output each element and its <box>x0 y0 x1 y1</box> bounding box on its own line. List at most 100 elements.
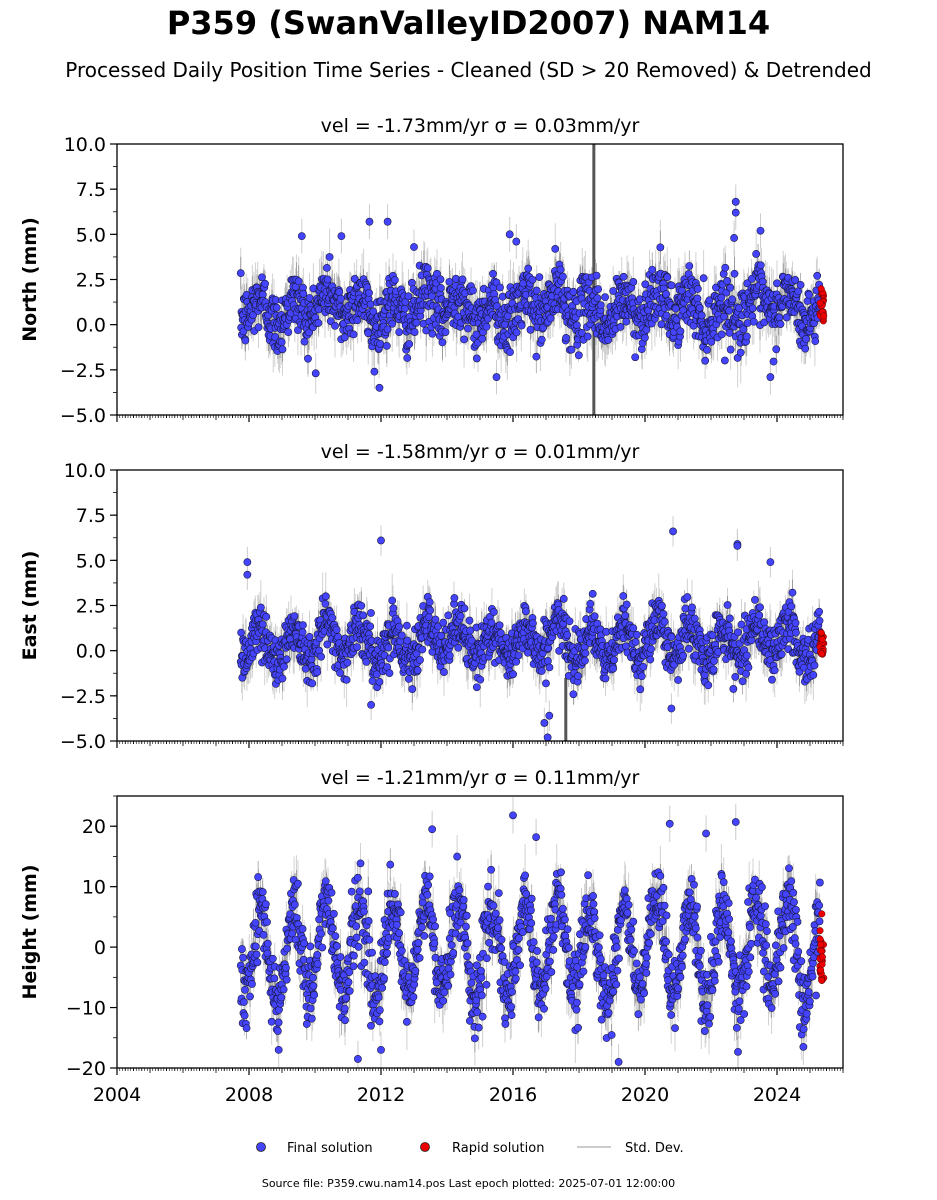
final-point <box>408 685 417 693</box>
final-point <box>572 321 581 330</box>
final-point <box>305 294 314 302</box>
panel-0-rapid-points <box>816 285 828 325</box>
final-point <box>313 668 322 677</box>
final-point <box>726 345 735 354</box>
final-point <box>629 278 638 286</box>
final-point <box>491 295 500 304</box>
final-point <box>237 628 246 637</box>
final-point <box>308 679 317 688</box>
final-point <box>796 280 805 289</box>
final-point <box>304 354 312 363</box>
final-point <box>403 354 412 362</box>
final-point <box>725 306 734 315</box>
final-point <box>342 676 351 684</box>
final-point <box>574 351 583 360</box>
final-point <box>368 677 377 685</box>
final-point <box>742 332 751 341</box>
final-point <box>365 288 373 297</box>
final-point <box>569 287 578 296</box>
final-point <box>496 283 504 292</box>
final-point <box>528 275 537 284</box>
final-point <box>472 354 481 363</box>
final-point <box>395 328 404 336</box>
final-point <box>359 611 368 620</box>
final-point <box>370 367 379 376</box>
final-point <box>567 345 576 354</box>
final-point <box>769 357 778 366</box>
final-point <box>791 276 800 284</box>
y-tick-label: 0.0 <box>76 315 106 337</box>
final-point <box>464 324 472 333</box>
final-point <box>337 232 346 241</box>
final-point <box>622 317 631 326</box>
final-point <box>428 329 437 338</box>
final-point <box>367 609 375 617</box>
final-point <box>299 621 307 630</box>
final-point <box>532 286 541 295</box>
rapid-point <box>816 299 824 307</box>
final-point <box>512 237 521 246</box>
final-point <box>437 631 446 640</box>
final-point <box>323 640 332 649</box>
final-point <box>353 316 362 325</box>
final-point <box>410 328 419 336</box>
panel-0-title: vel = -1.73mm/yr σ = 0.03mm/yr <box>321 115 640 137</box>
final-point <box>631 353 640 362</box>
final-point <box>383 217 392 226</box>
final-point <box>321 592 330 601</box>
final-point <box>299 289 308 298</box>
final-point <box>506 348 514 357</box>
final-point <box>311 369 320 378</box>
final-point <box>336 294 345 303</box>
final-point <box>748 304 757 313</box>
final-point <box>772 345 781 354</box>
final-point <box>805 290 813 299</box>
panel-1-final-points <box>236 527 824 741</box>
final-point <box>298 628 307 637</box>
final-point <box>667 281 676 290</box>
final-point <box>725 328 734 337</box>
final-point <box>426 606 434 615</box>
final-point <box>717 330 726 339</box>
y-tick-label: −2.5 <box>60 360 106 382</box>
final-point <box>663 273 672 282</box>
final-point <box>556 265 565 274</box>
final-point <box>350 275 359 283</box>
final-point <box>703 345 711 354</box>
final-point <box>701 356 710 365</box>
y-tick-label: 5.0 <box>76 224 106 246</box>
final-point <box>444 611 453 620</box>
final-point <box>405 340 414 348</box>
final-point <box>616 323 625 331</box>
final-point <box>343 658 352 667</box>
final-point <box>641 280 650 289</box>
final-point <box>441 328 450 336</box>
final-point <box>278 345 287 354</box>
panel-1-plot-area <box>236 516 828 741</box>
final-point <box>697 311 706 320</box>
y-tick-label: −5.0 <box>60 405 106 427</box>
final-point <box>388 319 397 328</box>
final-point <box>526 325 535 334</box>
final-point <box>512 328 521 337</box>
final-point <box>321 599 330 608</box>
final-point <box>349 330 358 339</box>
final-point <box>412 318 421 327</box>
final-point <box>535 273 544 282</box>
final-point <box>388 596 397 605</box>
final-point <box>277 338 286 347</box>
final-point <box>676 327 685 336</box>
final-point <box>726 283 735 292</box>
final-point <box>385 669 394 677</box>
final-point <box>236 269 245 278</box>
final-point <box>262 612 271 621</box>
final-point <box>365 217 374 226</box>
figure-title: P359 (SwanValleyID2007) NAM14 <box>166 4 771 42</box>
final-point <box>340 333 349 342</box>
final-point <box>802 334 810 343</box>
final-point <box>404 675 413 683</box>
final-point <box>489 269 497 278</box>
final-point <box>458 275 467 284</box>
final-point <box>383 325 392 334</box>
final-point <box>537 335 546 344</box>
